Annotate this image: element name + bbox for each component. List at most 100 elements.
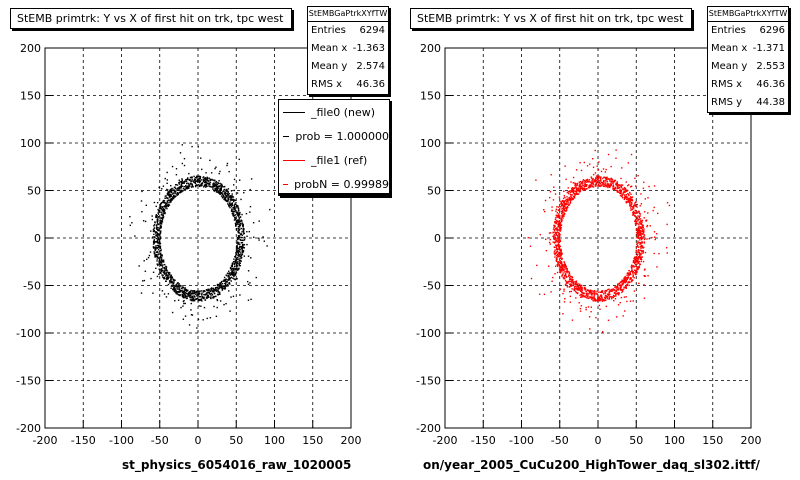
- data-point: [159, 255, 162, 258]
- data-point: [620, 284, 623, 287]
- data-point: [557, 206, 560, 208]
- data-point: [639, 234, 641, 236]
- data-point: [203, 179, 205, 182]
- data-point: [171, 280, 173, 283]
- data-point: [587, 295, 589, 297]
- data-point: [158, 242, 160, 244]
- data-point: [629, 273, 631, 276]
- data-point: [205, 296, 208, 298]
- data-point: [168, 195, 171, 198]
- data-point: [235, 263, 238, 265]
- data-point: [189, 294, 192, 297]
- data-point: [576, 183, 578, 186]
- data-point: [615, 293, 617, 296]
- data-point: [161, 221, 164, 223]
- data-point: [636, 217, 638, 220]
- data-point: [192, 180, 195, 183]
- data-point: [206, 317, 208, 320]
- data-point: [608, 288, 610, 290]
- data-point: [258, 237, 260, 239]
- data-point: [646, 224, 649, 227]
- data-point: [643, 217, 645, 219]
- data-point: [608, 292, 610, 294]
- data-point: [187, 185, 189, 187]
- data-point: [232, 267, 235, 270]
- data-point: [207, 182, 210, 185]
- data-point: [199, 290, 201, 292]
- data-point: [571, 188, 573, 191]
- data-point: [580, 284, 583, 287]
- data-point: [568, 272, 571, 274]
- data-point: [571, 288, 573, 290]
- data-point: [643, 284, 645, 286]
- data-point: [640, 236, 642, 239]
- data-point: [239, 264, 242, 267]
- data-point: [157, 247, 159, 249]
- data-point: [249, 282, 251, 284]
- data-point: [573, 287, 576, 289]
- data-point: [612, 294, 615, 297]
- data-point: [606, 296, 608, 299]
- data-point: [638, 210, 640, 212]
- data-point: [225, 200, 228, 202]
- data-point: [588, 289, 590, 292]
- data-point: [143, 260, 145, 262]
- data-point: [181, 182, 183, 184]
- y-tick-label: 0: [34, 232, 41, 245]
- data-point: [614, 289, 616, 292]
- data-point: [630, 209, 632, 211]
- data-point: [170, 191, 173, 194]
- data-point: [636, 212, 639, 214]
- data-point: [180, 183, 183, 185]
- data-point: [556, 238, 558, 240]
- data-point: [179, 288, 181, 290]
- data-point: [158, 233, 160, 235]
- data-point: [165, 274, 167, 277]
- data-point: [559, 260, 561, 262]
- data-point: [643, 242, 646, 244]
- data-point: [603, 176, 605, 179]
- data-point: [569, 295, 572, 298]
- data-point: [632, 271, 634, 274]
- data-point: [206, 293, 208, 296]
- data-point: [167, 283, 170, 286]
- data-point: [152, 241, 155, 244]
- data-point: [152, 236, 154, 238]
- data-point: [596, 299, 598, 302]
- data-point: [142, 220, 145, 222]
- data-point: [159, 236, 162, 238]
- data-point: [641, 225, 644, 227]
- data-point: [200, 305, 202, 307]
- data-point: [231, 208, 233, 210]
- data-point: [236, 249, 238, 252]
- data-point: [560, 265, 562, 268]
- data-point: [198, 292, 201, 294]
- data-point: [556, 228, 558, 231]
- data-point: [167, 293, 170, 295]
- data-point: [241, 241, 244, 244]
- data-point: [233, 213, 235, 215]
- data-point: [189, 178, 191, 181]
- data-point: [157, 229, 160, 232]
- data-point: [588, 179, 591, 181]
- data-point: [551, 206, 553, 208]
- data-point: [626, 196, 629, 198]
- data-point: [615, 295, 617, 297]
- data-point: [167, 194, 170, 196]
- data-point: [226, 190, 228, 192]
- data-point: [196, 327, 198, 329]
- data-point: [212, 182, 215, 185]
- data-point: [200, 296, 202, 298]
- data-point: [237, 252, 239, 254]
- data-point: [644, 198, 647, 200]
- data-point: [215, 184, 218, 186]
- data-point: [574, 283, 577, 285]
- data-point: [185, 180, 188, 182]
- data-point: [595, 184, 597, 187]
- data-point: [220, 192, 223, 195]
- data-point: [627, 162, 630, 164]
- data-point: [231, 203, 233, 205]
- data-point: [176, 290, 178, 293]
- data-point: [233, 184, 235, 186]
- data-point: [171, 282, 173, 284]
